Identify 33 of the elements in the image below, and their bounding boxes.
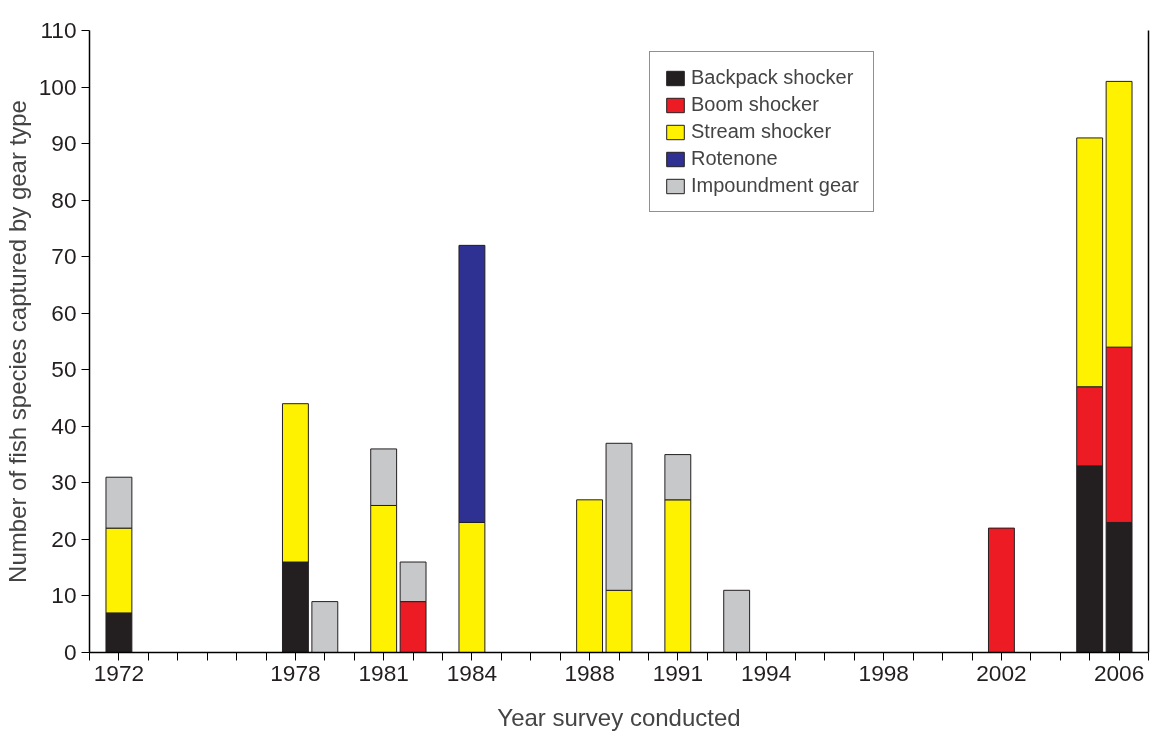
x-tick-label: 2002 xyxy=(976,659,1027,686)
y-tick-label: 10 xyxy=(51,582,77,609)
x-tick-label: 2006 xyxy=(1093,659,1145,686)
x-tick-label: 1988 xyxy=(564,659,615,686)
x-tick-label: 1972 xyxy=(93,659,145,686)
y-tick-label: 90 xyxy=(51,130,77,157)
y-tick-label: 110 xyxy=(40,17,77,43)
y-tick-label: 80 xyxy=(51,186,77,213)
y-tick-label: 20 xyxy=(51,525,77,552)
x-tick-label: 1981 xyxy=(358,659,409,686)
y-tick-label: 30 xyxy=(51,469,77,496)
legend-label: Stream shocker xyxy=(691,120,832,143)
y-axis-title: Number of fish species captured by gear type xyxy=(3,100,31,583)
x-tick-label: 1998 xyxy=(858,659,909,686)
x-axis-title: Year survey conducted xyxy=(497,703,741,731)
legend-label: Rotenone xyxy=(691,147,778,170)
legend-label: Boom shocker xyxy=(691,93,819,116)
x-tick-label: 1978 xyxy=(270,659,321,686)
x-tick-label: 1994 xyxy=(740,659,792,686)
y-tick-label: 60 xyxy=(51,299,77,326)
bar xyxy=(311,601,339,653)
y-tick-label: 50 xyxy=(51,356,77,383)
y-tick-label: 40 xyxy=(51,412,77,439)
bar xyxy=(987,527,1015,653)
y-tick-label: 70 xyxy=(51,243,77,270)
x-tick-label: 1984 xyxy=(446,659,498,686)
y-tick-label: 100 xyxy=(38,73,77,100)
legend-label: Backpack shocker xyxy=(691,66,854,89)
y-tick-label: 0 xyxy=(63,639,77,665)
bar xyxy=(576,499,604,653)
bar xyxy=(723,589,751,653)
legend-label: Impoundment gear xyxy=(691,174,859,197)
x-tick-label: 1991 xyxy=(652,659,704,686)
